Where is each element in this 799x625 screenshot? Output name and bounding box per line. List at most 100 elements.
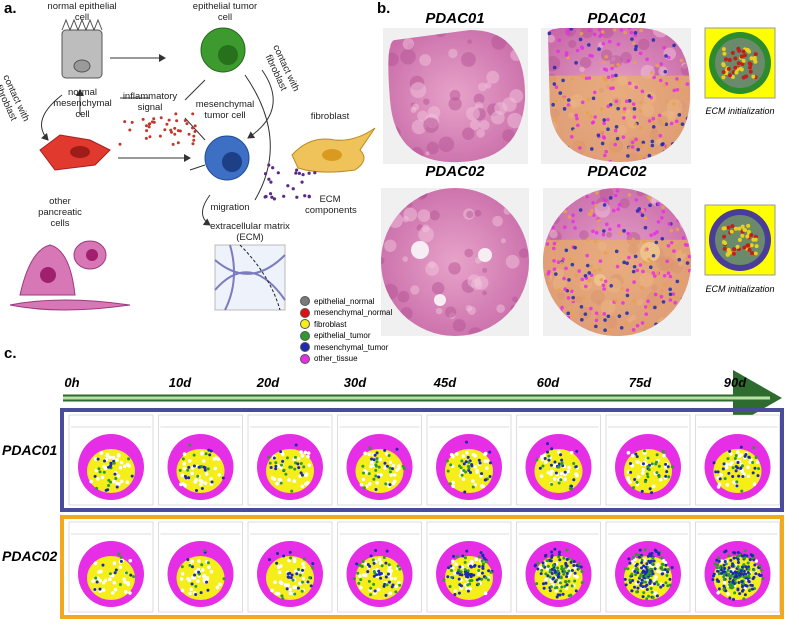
thumb-gap [566,469,571,474]
spot [648,265,653,269]
thumb-cell [666,567,670,571]
spot [630,140,635,145]
spot [643,305,648,309]
tissue-texture [579,230,589,240]
thumb-gap [189,587,194,592]
spot [663,69,668,74]
thumb-gap [91,578,96,583]
spot [661,300,666,304]
thumb-cell [570,584,574,588]
thumb-cell [274,464,278,468]
spot [634,198,639,202]
thumb-gap [292,557,297,561]
thumb-cell [651,572,655,576]
ecm-dot [730,74,735,79]
spot [606,127,610,132]
tissue-texture [410,285,420,295]
thumb-cell [645,597,649,601]
spot [574,273,578,278]
thumb-gap [391,481,396,486]
cell-label: migration [210,202,250,213]
thumb-cell [377,465,381,469]
thumb-cell [759,573,763,577]
thumb-cell [132,575,136,579]
thumb-cell [741,475,745,479]
thumb-cell [192,453,196,457]
thumb-gap [369,460,374,465]
thumb-cell [659,585,663,589]
thumb-cell [718,566,722,570]
tissue-texture [491,110,505,125]
spot [560,305,564,310]
legend-swatch [300,307,310,318]
thumb-gap [367,482,372,486]
thumb-cell [388,470,392,474]
spot [637,139,642,144]
thumb-gap [287,558,291,563]
spot [625,261,629,266]
legend-item: fibroblast [300,319,346,329]
thumb-cell [462,462,466,466]
spot [571,219,575,224]
thumb-cell [222,577,226,581]
thumb-cell [359,564,363,568]
ecm-dot [749,233,754,238]
thumb-cell [565,548,569,552]
thumb-cell [727,554,731,558]
thumb-cell [380,564,384,568]
thumb-cell [715,566,719,570]
spot [608,196,613,200]
thumb-cell [542,586,546,590]
spot [627,193,632,197]
thumb-cell [209,449,213,453]
thumb-cell [647,594,651,598]
spot [602,118,606,122]
legend-text: other_tissue [314,354,358,363]
spot [580,100,585,105]
spot [640,89,645,94]
spot [660,142,664,147]
spot [671,292,676,296]
panel-a-art [9,18,376,311]
thumb-gap [98,578,102,583]
thumb-cell [650,562,654,566]
signal-dot [128,128,132,132]
thumb-cell [734,465,738,469]
spot [680,89,685,93]
thumb-cell [547,458,551,462]
thumb-gap [630,453,635,458]
thumb-gap [99,451,104,455]
spot [651,253,656,258]
spot [569,28,573,31]
thumb-cell [391,583,395,587]
spot [672,43,676,48]
thumb-cell [466,575,470,579]
spot [593,115,597,119]
ecm-dot [751,74,756,79]
thumb-cell [206,467,210,471]
thumb-cell [194,584,198,588]
thumb-cell [386,572,390,576]
legend-item: other_tissue [300,353,358,364]
thumb-cell [282,468,286,472]
thumb-cell [653,548,657,552]
thumb-gap [451,480,456,485]
spot [634,85,639,90]
thumb-cell [289,465,293,469]
thumb-gap [194,477,198,482]
spot [601,283,606,287]
thumb-gap [480,484,484,488]
timepoint: 20d [256,375,280,390]
thumb-cell [535,582,539,586]
signal-dot [175,119,179,123]
ecm-dot [723,241,728,246]
thumb-cell [648,581,652,585]
spot [675,279,680,284]
thumb-cell [553,460,557,464]
thumb-cell [374,468,378,472]
thumb-cell [643,449,647,453]
tissue-hole [434,294,446,306]
thumb-cell [738,553,742,557]
spot [574,113,579,118]
thumb-gap [190,559,194,564]
